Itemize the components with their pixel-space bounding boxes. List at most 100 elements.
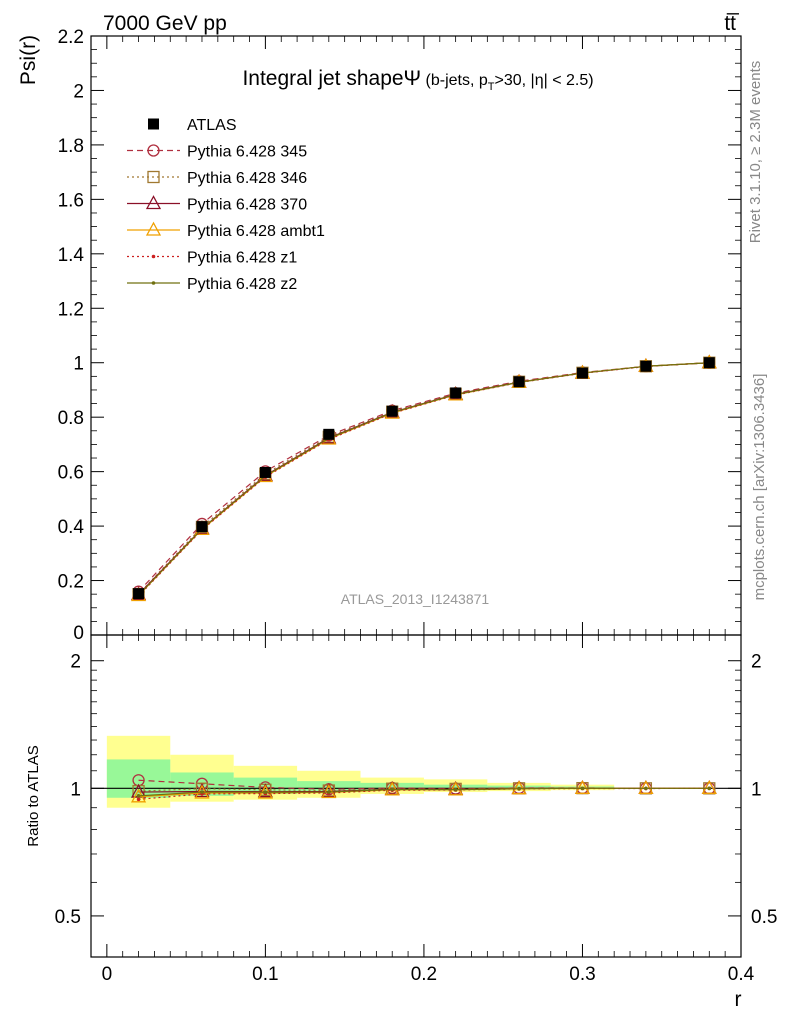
main-series-line-1 [138,362,710,593]
ratio-point-5-8 [644,786,648,791]
ratio-point-5-6 [517,786,521,791]
main-series-line-2 [138,362,710,595]
main-y-tick-label-7: 1.6 [58,190,84,211]
main-series-line-6 [138,362,710,596]
ratio-y-tick-label-2: 2 [70,652,81,673]
main-plot-title-prefix: (b-jets, p [421,72,488,89]
main-y-tick-label-10: 2.2 [58,27,84,48]
legend-label-5: Pythia 6.428 z1 [187,250,297,267]
main-y-tick-label-zero: 0 [73,623,84,644]
main-point-0-0 [133,588,145,600]
ratio-point-5-5 [453,787,458,792]
legend-marker-6 [151,281,156,285]
main-plot-content [130,354,717,602]
mcplots-url-label: mcplots.cern.ch [arXiv:1306.3436] [751,374,768,601]
ratio-plot-content [91,735,741,808]
legend-label-0: ATLAS [187,117,237,134]
legend-entry-6: Pythia 6.428 z2 [127,276,297,293]
ratio-y-tick-label-right-0: 0.5 [751,907,777,928]
main-series-line-3 [138,362,710,595]
header-process-label: tt̅ [724,12,740,35]
x-tick-label-2: 0.2 [411,964,437,985]
legend-entry-4: Pythia 6.428 ambt1 [127,221,325,240]
main-series-2 [132,356,716,601]
ratio-point-5-9 [707,786,712,791]
ratio-point-3-8 [638,779,654,794]
ratio-band-inner-4 [360,782,424,791]
ratio-point-3-4 [384,781,400,796]
main-point-0-3 [323,428,335,440]
ratio-y-tick-label-right-2: 2 [751,652,762,673]
main-series-6 [136,360,712,598]
legend-entry-3: Pythia 6.428 370 [127,195,307,214]
legend-entry-1: Pythia 6.428 345 [127,144,307,161]
main-point-0-4 [386,405,398,417]
x-tick-label-3: 0.3 [569,964,595,985]
ratio-point-3-7 [574,779,591,794]
legend-entry-5: Pythia 6.428 z1 [127,250,297,267]
main-y-tick-label-1: 0.4 [58,517,85,538]
main-point-0-7 [576,367,588,379]
ratio-point-5-2 [263,790,268,795]
main-point-0-2 [259,466,271,478]
ratio-series-line-5 [138,787,710,797]
legend-entry-0: ATLAS [148,117,237,134]
ratio-point-2-1 [194,783,210,798]
main-y-tick-label-0: 0.2 [58,572,84,593]
ratio-point-5-4 [390,787,395,792]
ratio-point-3-9 [701,779,717,794]
main-point-0-8 [640,360,652,372]
ratio-point-5-1 [200,790,204,794]
ratio-point-5-0 [136,794,141,798]
analysis-watermark: ATLAS_2013_I1243871 [341,591,490,607]
main-y-tick-label-2: 0.6 [58,463,84,484]
main-series-5 [136,360,712,598]
legend-marker-5 [151,254,156,259]
ratio-y-tick-label-0: 0.5 [55,907,81,928]
ratio-series-5 [136,786,712,798]
main-series-3 [130,354,717,601]
main-series-0 [133,357,715,600]
ratio-axis-ticks: 0.5 0.5 1 1 2 2 0 0.1 0.2 0.3 0.4 [55,635,777,985]
x-axis-label: r [735,988,742,1011]
main-y-tick-label-9: 2 [73,81,84,102]
rivet-version-label: Rivet 3.1.10, ≥ 2.3M events [747,61,764,244]
ratio-panel-frame [90,634,742,958]
legend-marker-3 [145,195,162,210]
main-axis-ticks: 0.2 0.4 0.6 0.8 1 1.2 1.4 1.6 1.8 2 2.2 0 [58,27,742,644]
ratio-point-5-3 [327,790,331,794]
main-series-line-5 [138,362,710,597]
legend-marker-4 [145,221,162,236]
x-tick-label-0: 0 [102,964,113,985]
legend-label-6: Pythia 6.428 z2 [187,276,297,293]
x-tick-label-1: 0.1 [252,964,278,985]
ratio-point-4-0 [136,797,141,802]
main-y-tick-label-5: 1.2 [58,299,84,320]
ratio-panel: 0.5 0.5 1 1 2 2 0 0.1 0.2 0.3 0.4 Ratio to ATLAS r [25,634,777,1011]
main-y-tick-label-4: 1 [73,354,84,375]
main-y-axis-label: Psi(r) [17,35,40,85]
main-y-tick-label-8: 1.8 [58,136,84,157]
main-y-tick-label-6: 1.4 [58,245,85,266]
ratio-point-5-7 [580,786,585,791]
main-plot-title-subscript: T [488,81,495,93]
main-series-1 [132,356,716,598]
main-series-4 [130,354,717,602]
main-series-line-4 [138,362,710,596]
main-plot-title: Integral jet shapeΨ (b-jets, pT>30, |η| … [242,67,593,93]
x-tick-label-4: 0.4 [728,964,755,985]
legend-marker-2 [147,170,160,184]
header-energy-label: 7000 GeV pp [103,12,227,35]
main-panel: 0.2 0.4 0.6 0.8 1 1.2 1.4 1.6 1.8 2 2.2 0 Psi(r) In… [17,27,742,644]
main-point-0-9 [703,357,715,369]
ratio-point-3-5 [448,781,464,796]
legend-marker-1 [147,144,160,157]
ratio-y-tick-label-1: 1 [70,779,81,800]
legend-label-1: Pythia 6.428 345 [187,144,307,161]
legend-entry-2: Pythia 6.428 346 [127,170,307,187]
legend-label-4: Pythia 6.428 ambt1 [187,223,325,240]
main-point-0-1 [196,521,208,533]
ratio-y-axis-label: Ratio to ATLAS [25,745,42,846]
main-y-tick-label-3: 0.8 [58,408,84,429]
